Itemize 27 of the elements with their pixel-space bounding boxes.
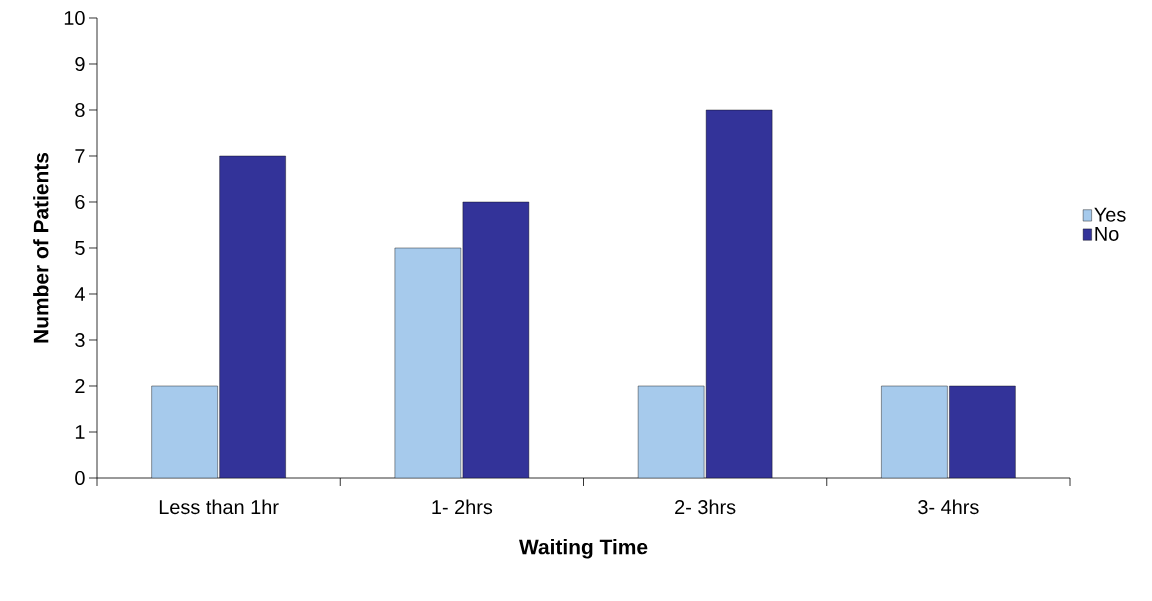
y-tick-label: 8 xyxy=(75,102,85,118)
y-tick-label: 4 xyxy=(74,287,85,301)
legend-label: Yes xyxy=(1094,207,1126,222)
y-tick-label: 6 xyxy=(75,194,85,210)
bar xyxy=(881,385,948,478)
bar xyxy=(705,109,773,478)
y-tick-label: 7 xyxy=(75,149,85,163)
bar xyxy=(219,155,286,478)
bar xyxy=(151,385,218,478)
y-tick-label: 9 xyxy=(75,56,85,72)
y-tick-label: 5 xyxy=(75,241,85,255)
x-axis-title: Waiting Time xyxy=(519,539,648,559)
bar xyxy=(949,385,1016,478)
x-tick-label: 2- 3hrs xyxy=(675,499,736,515)
y-tick-label: 0 xyxy=(75,470,85,486)
y-axis-title: Number of Patients xyxy=(33,152,49,343)
y-tick-label: 1 xyxy=(75,425,85,439)
bar xyxy=(462,201,530,478)
x-tick-label: 1- 2hrs xyxy=(432,499,493,515)
y-tick-label: 2 xyxy=(75,379,85,393)
legend-label: No xyxy=(1095,226,1119,241)
y-tick-label: 3 xyxy=(75,332,85,348)
bar xyxy=(637,385,705,478)
x-tick-label: 3- 4hrs xyxy=(918,499,979,515)
bar xyxy=(394,247,462,478)
x-tick-label: Less than 1hr xyxy=(159,499,279,515)
y-tick-label: 10 xyxy=(64,10,85,26)
